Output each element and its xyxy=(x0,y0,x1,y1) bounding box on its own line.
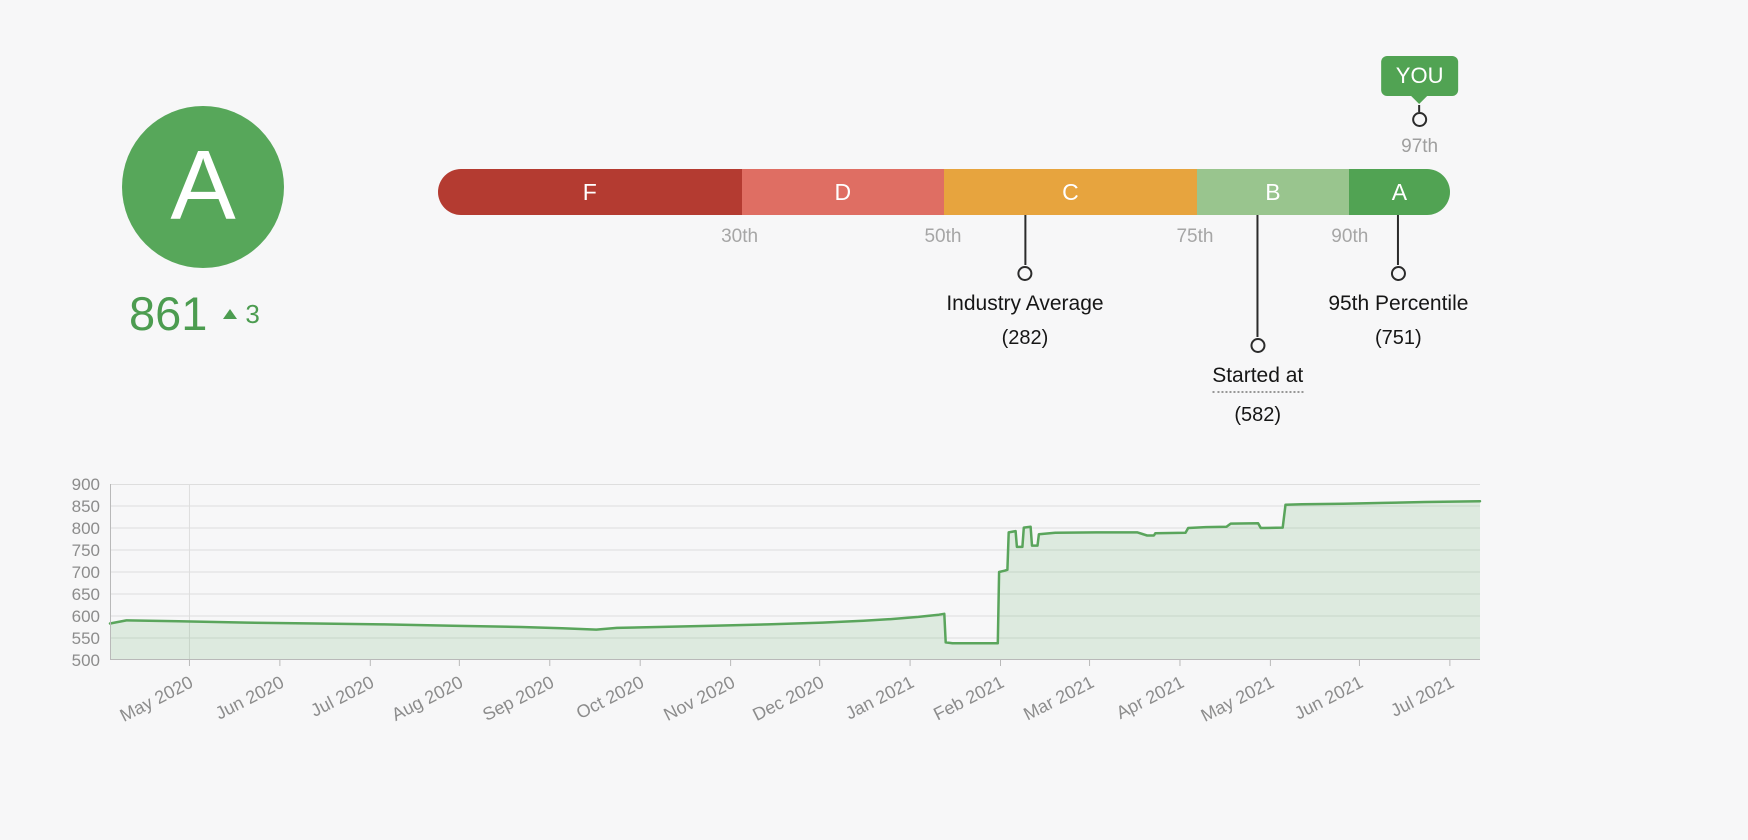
y-tick-label-600: 600 xyxy=(71,607,100,626)
grade-segment-c: C xyxy=(943,169,1197,215)
y-tick-label-500: 500 xyxy=(71,651,100,670)
grade-segment-b: B xyxy=(1196,169,1349,215)
y-tick-label-850: 850 xyxy=(71,497,100,516)
score-value: 861 xyxy=(129,287,208,340)
you-pointer-icon xyxy=(1411,96,1428,105)
grade-segment-f: F xyxy=(438,169,742,215)
callout-value-started-at: (582) xyxy=(1234,404,1282,426)
callout-circle-icon xyxy=(1250,338,1266,353)
grade-segment-a: A xyxy=(1348,169,1450,215)
callout-value-95th-percentile: (751) xyxy=(1375,327,1422,349)
x-tick-label-aug-2020: Aug 2020 xyxy=(388,672,467,725)
x-tick-label-may-2021: May 2021 xyxy=(1197,672,1278,726)
y-tick-label-800: 800 xyxy=(71,519,100,538)
you-badge: YOU xyxy=(1380,56,1459,97)
grade-scale-ticks: 30th 50th 75th 90th xyxy=(438,226,1450,250)
grade-letter: A xyxy=(170,130,236,240)
callout-value-industry-average: (282) xyxy=(1001,327,1049,349)
x-tick-label-sep-2020: Sep 2020 xyxy=(479,672,557,725)
x-tick-label-mar-2021: Mar 2021 xyxy=(1019,672,1097,725)
you-connector-line xyxy=(1418,105,1421,113)
up-triangle-icon xyxy=(223,308,238,319)
scale-callouts: Industry Average (282) Started at (582) 95th… xyxy=(438,215,1468,435)
x-tick-label-jul-2021: Jul 2021 xyxy=(1387,672,1457,721)
callout-95th-percentile: 95th Percentile (751) xyxy=(1328,215,1468,350)
y-tick-label-550: 550 xyxy=(71,629,100,648)
grade-segment-d: D xyxy=(741,169,944,215)
callout-label-industry-average: Industry Average xyxy=(946,292,1104,315)
score-trend-plot xyxy=(108,484,1482,666)
x-tick-label-feb-2021: Feb 2021 xyxy=(930,672,1008,725)
callout-started-at: Started at (582) xyxy=(1212,215,1304,427)
callout-label-started-at[interactable]: Started at xyxy=(1212,364,1304,393)
scale-tick-50th: 50th xyxy=(924,226,962,247)
score-line xyxy=(108,499,1482,645)
scale-tick-75th: 75th xyxy=(1176,226,1214,247)
x-tick-label-jun-2020: Jun 2020 xyxy=(211,672,287,724)
callout-circle-icon xyxy=(1017,266,1033,281)
callout-line xyxy=(1256,215,1259,337)
x-tick-label-jul-2020: Jul 2020 xyxy=(307,672,378,721)
score-delta: 3 xyxy=(223,298,260,329)
you-marker-circle-icon xyxy=(1412,112,1428,128)
you-percentile-label: 97th xyxy=(1401,136,1439,158)
score-delta-value: 3 xyxy=(245,298,260,329)
scale-tick-30th: 30th xyxy=(721,226,759,247)
callout-circle-icon xyxy=(1390,266,1406,281)
callout-line xyxy=(1023,215,1026,265)
score-area-fill xyxy=(110,501,1480,660)
grade-badge: A xyxy=(122,106,284,268)
x-tick-label-nov-2020: Nov 2020 xyxy=(659,672,738,725)
y-tick-label-750: 750 xyxy=(71,541,100,560)
you-marker: YOU 97th xyxy=(1380,56,1459,158)
scale-tick-90th: 90th xyxy=(1331,226,1369,247)
callout-label-95th-percentile: 95th Percentile xyxy=(1328,292,1469,315)
chart-y-axis-labels: 900 850 800 750 700 650 600 550 500 xyxy=(30,476,100,669)
x-tick-label-may-2020: May 2020 xyxy=(117,672,197,726)
y-tick-label-700: 700 xyxy=(71,563,100,582)
y-tick-label-900: 900 xyxy=(71,475,100,494)
callout-industry-average: Industry Average (282) xyxy=(946,215,1104,350)
callout-line xyxy=(1397,215,1400,265)
score-row: 861 3 xyxy=(129,290,260,337)
x-tick-label-oct-2020: Oct 2020 xyxy=(573,672,648,723)
x-tick-label-apr-2021: Apr 2021 xyxy=(1112,672,1188,723)
x-tick-label-dec-2020: Dec 2020 xyxy=(749,672,827,725)
x-tick-label-jun-2021: Jun 2021 xyxy=(1291,672,1367,724)
chart-x-axis-labels: May 2020 Jun 2020 Jul 2020 Aug 2020 Sep 2020… xyxy=(110,662,1480,752)
y-tick-label-650: 650 xyxy=(71,585,100,604)
x-tick-label-jan-2021: Jan 2021 xyxy=(842,672,918,724)
